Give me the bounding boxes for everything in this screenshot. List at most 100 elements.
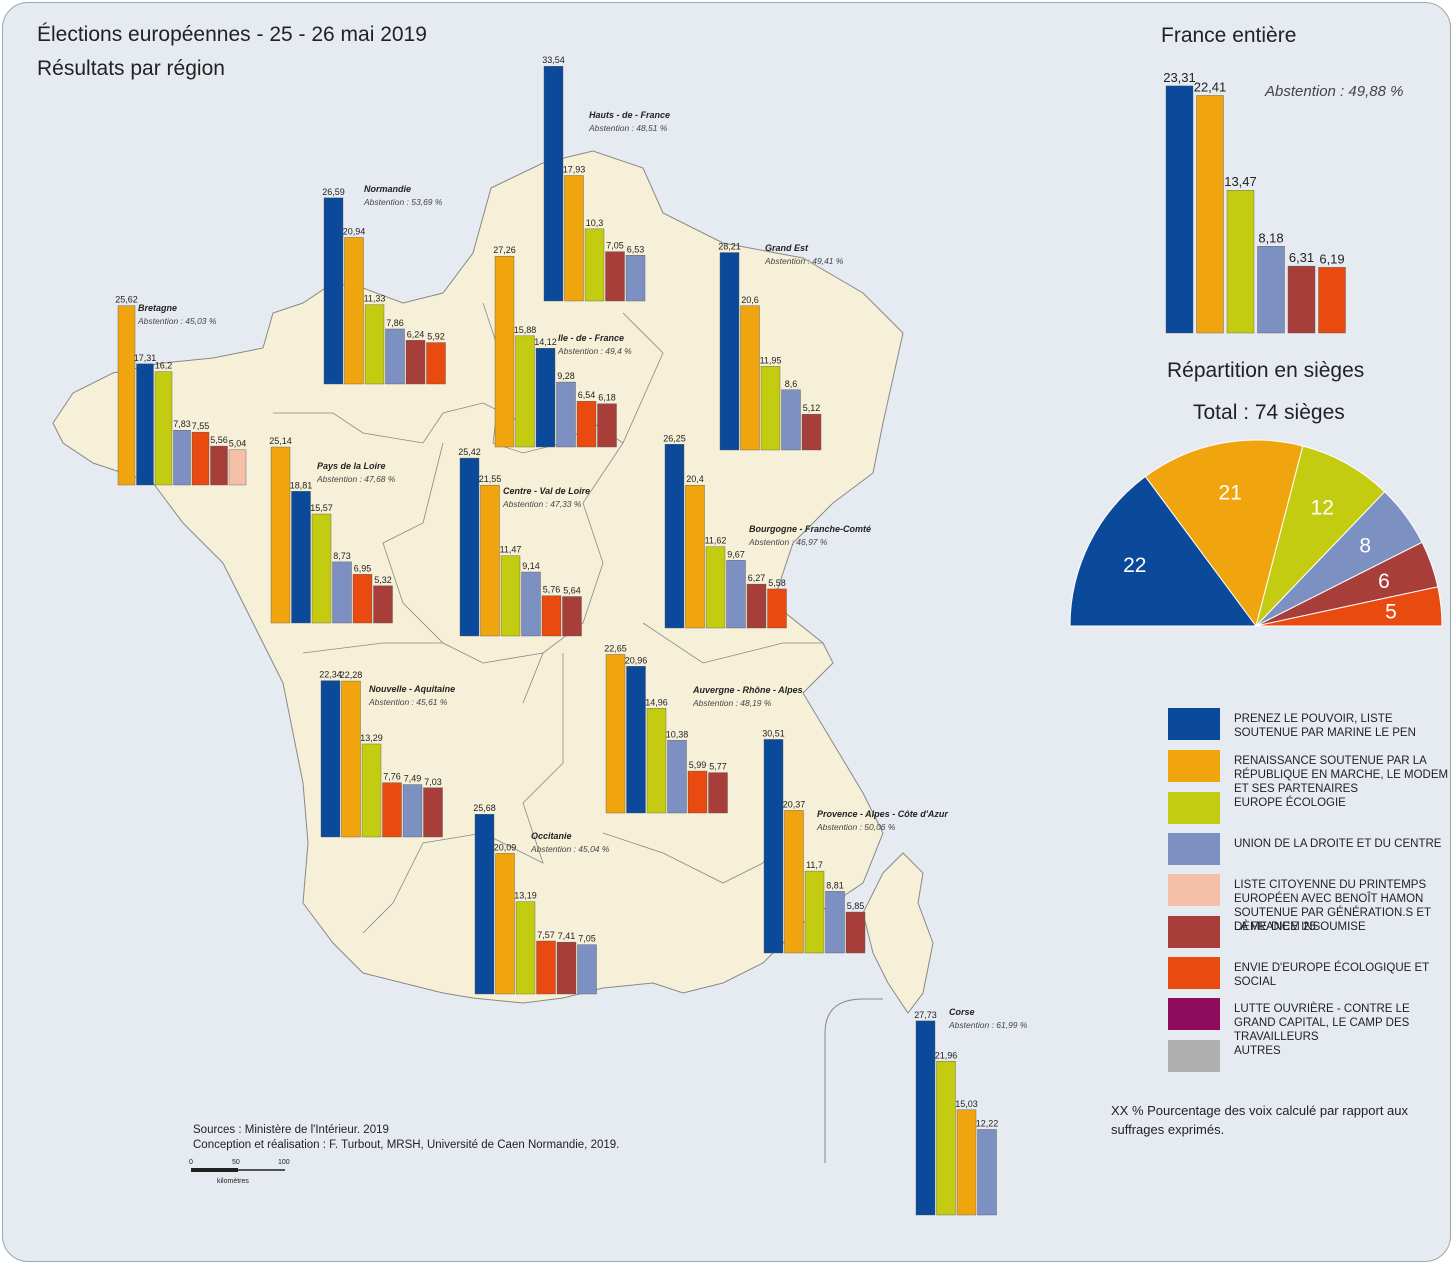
region-abstention: Abstention : 61,99 %: [948, 1020, 1028, 1030]
bar: [801, 413, 822, 451]
bar-value-label: 6,18: [598, 393, 616, 403]
scale-unit: kilomètres: [217, 1178, 249, 1185]
region-chart: 26,59 20,94 11,33 7,866,24 5,92 Normandie Abst…: [322, 184, 446, 385]
legend-swatch: [1168, 874, 1220, 906]
bar-value-label: 8,73: [333, 551, 351, 561]
region-name: Provence - Alpes - Côte d'Azur: [817, 809, 948, 819]
bar-value-label: 7,41: [558, 931, 576, 941]
bar-value-label: 11,95: [760, 355, 782, 365]
sources-line: Sources : Ministère de l'Intérieur. 2019: [193, 1124, 389, 1136]
bar-value-label: 20,4: [686, 474, 704, 484]
bar: [746, 583, 767, 629]
bar-value-label: 5,76: [543, 585, 561, 595]
bar: [626, 666, 646, 814]
legend-swatch: [1168, 916, 1220, 948]
bar-value-label: 5,12: [803, 403, 821, 413]
bar: [936, 1061, 956, 1216]
bar-value-label: 6,19: [1319, 251, 1344, 266]
legend-swatch: [1168, 998, 1220, 1030]
bar-value-label: 28,21: [718, 242, 741, 252]
bar-value-label: 22,41: [1194, 79, 1227, 94]
bar: [956, 1109, 977, 1216]
bar-value-label: 7,86: [386, 318, 404, 328]
bar-value-label: 15,88: [514, 325, 537, 335]
bar: [562, 596, 582, 637]
bar: [541, 595, 562, 637]
bar-value-label: 8,81: [826, 880, 844, 890]
legend-item: Europe Écologie: [1168, 792, 1450, 826]
bar: [740, 305, 760, 451]
france-abstention: Abstention : 49,88 %: [1265, 83, 1404, 100]
bar-value-label: 7,03: [424, 777, 442, 787]
region-name: Corse: [949, 1007, 975, 1017]
bar-value-label: 23,31: [1163, 70, 1196, 85]
bar-value-label: 9,14: [522, 561, 540, 571]
bar-value-label: 5,04: [229, 439, 247, 449]
seat-slice: [1255, 586, 1443, 627]
region-name: Occitanie: [531, 831, 572, 841]
bar: [576, 401, 597, 448]
legend-item: Renaissance soutenue par la République e…: [1168, 750, 1450, 795]
bar-value-label: 5,32: [374, 575, 392, 585]
bar: [311, 513, 332, 624]
bar: [543, 66, 564, 302]
bar: [556, 381, 576, 448]
bar-value-label: 6,24: [407, 329, 425, 339]
bar-value-label: 10,38: [666, 729, 689, 739]
region-chart: 28,21 20,6 11,95 8,6 5,12 Grand Est Abstention…: [718, 242, 844, 451]
bar-value-label: 25,68: [473, 803, 496, 813]
legend-swatch: [1168, 833, 1220, 865]
region-name: Pays de la Loire: [317, 461, 386, 471]
sources-block: Sources : Ministère de l'Intérieur. 2019…: [193, 1123, 619, 1153]
bar-value-label: 20,6: [741, 295, 759, 305]
region-chart: 25,14 18,81 15,57 8,736,955,32 Pays de la Lo…: [269, 436, 396, 624]
region-chart: 27,73 21,96 15,03 12,22 Corse Abstention : 61…: [914, 1007, 1028, 1216]
bar: [781, 389, 801, 451]
bar: [385, 328, 405, 385]
bar-value-label: 6,54: [578, 390, 596, 400]
legend-item: Union de la droite et du centre: [1168, 833, 1450, 867]
legend-swatch: [1168, 792, 1220, 824]
region-abstention: Abstention : 45,03 %: [137, 316, 217, 326]
bar-value-label: 10,3: [586, 218, 604, 228]
bar: [536, 940, 556, 995]
legend-item: Prenez le pouvoir, liste soutenue par Ma…: [1168, 708, 1450, 742]
bar-value-label: 9,28: [557, 371, 575, 381]
bar-value-label: 7,55: [192, 421, 210, 431]
bar: [719, 252, 740, 451]
bar: [364, 304, 385, 385]
legend-label: Envie d'Europe écologique et social: [1234, 962, 1429, 988]
bar-value-label: 11,47: [500, 545, 522, 555]
bar: [361, 743, 382, 838]
region-abstention: Abstention : 45,61 %: [368, 697, 448, 707]
seat-label: 5: [1385, 601, 1397, 624]
map-subtitle: Résultats par région: [37, 57, 225, 80]
bar: [708, 772, 728, 814]
bar-value-label: 21,55: [479, 474, 502, 484]
legend-swatch: [1168, 750, 1220, 782]
region-name: Ile - de - France: [558, 333, 624, 343]
bar-value-label: 30,51: [762, 728, 785, 738]
bar-value-label: 26,59: [322, 187, 345, 197]
bar: [494, 255, 515, 448]
bar-value-label: 13,29: [360, 733, 383, 743]
region-name: Bourgogne - Franche-Comté: [749, 524, 871, 534]
bar: [495, 853, 515, 995]
region-name: Centre - Val de Loire: [503, 486, 590, 496]
region-abstention: Abstention : 49,41 %: [764, 256, 844, 266]
bar-value-label: 25,62: [115, 295, 138, 305]
seat-label: 21: [1219, 482, 1242, 505]
bar-value-label: 5,77: [709, 762, 727, 772]
bar: [270, 446, 291, 624]
legend-label: Lutte ouvrière - contre le grand capital…: [1234, 1003, 1410, 1043]
bar-value-label: 14,12: [534, 337, 557, 347]
bar-value-label: 6,95: [354, 563, 372, 573]
bar-value-label: 11,62: [705, 536, 727, 546]
bar: [291, 491, 311, 624]
bar-value-label: 5,58: [768, 578, 786, 588]
bar-value-label: 5,99: [689, 760, 707, 770]
legend-item: Lutte ouvrière - contre le grand capital…: [1168, 998, 1450, 1043]
bar: [685, 485, 705, 629]
